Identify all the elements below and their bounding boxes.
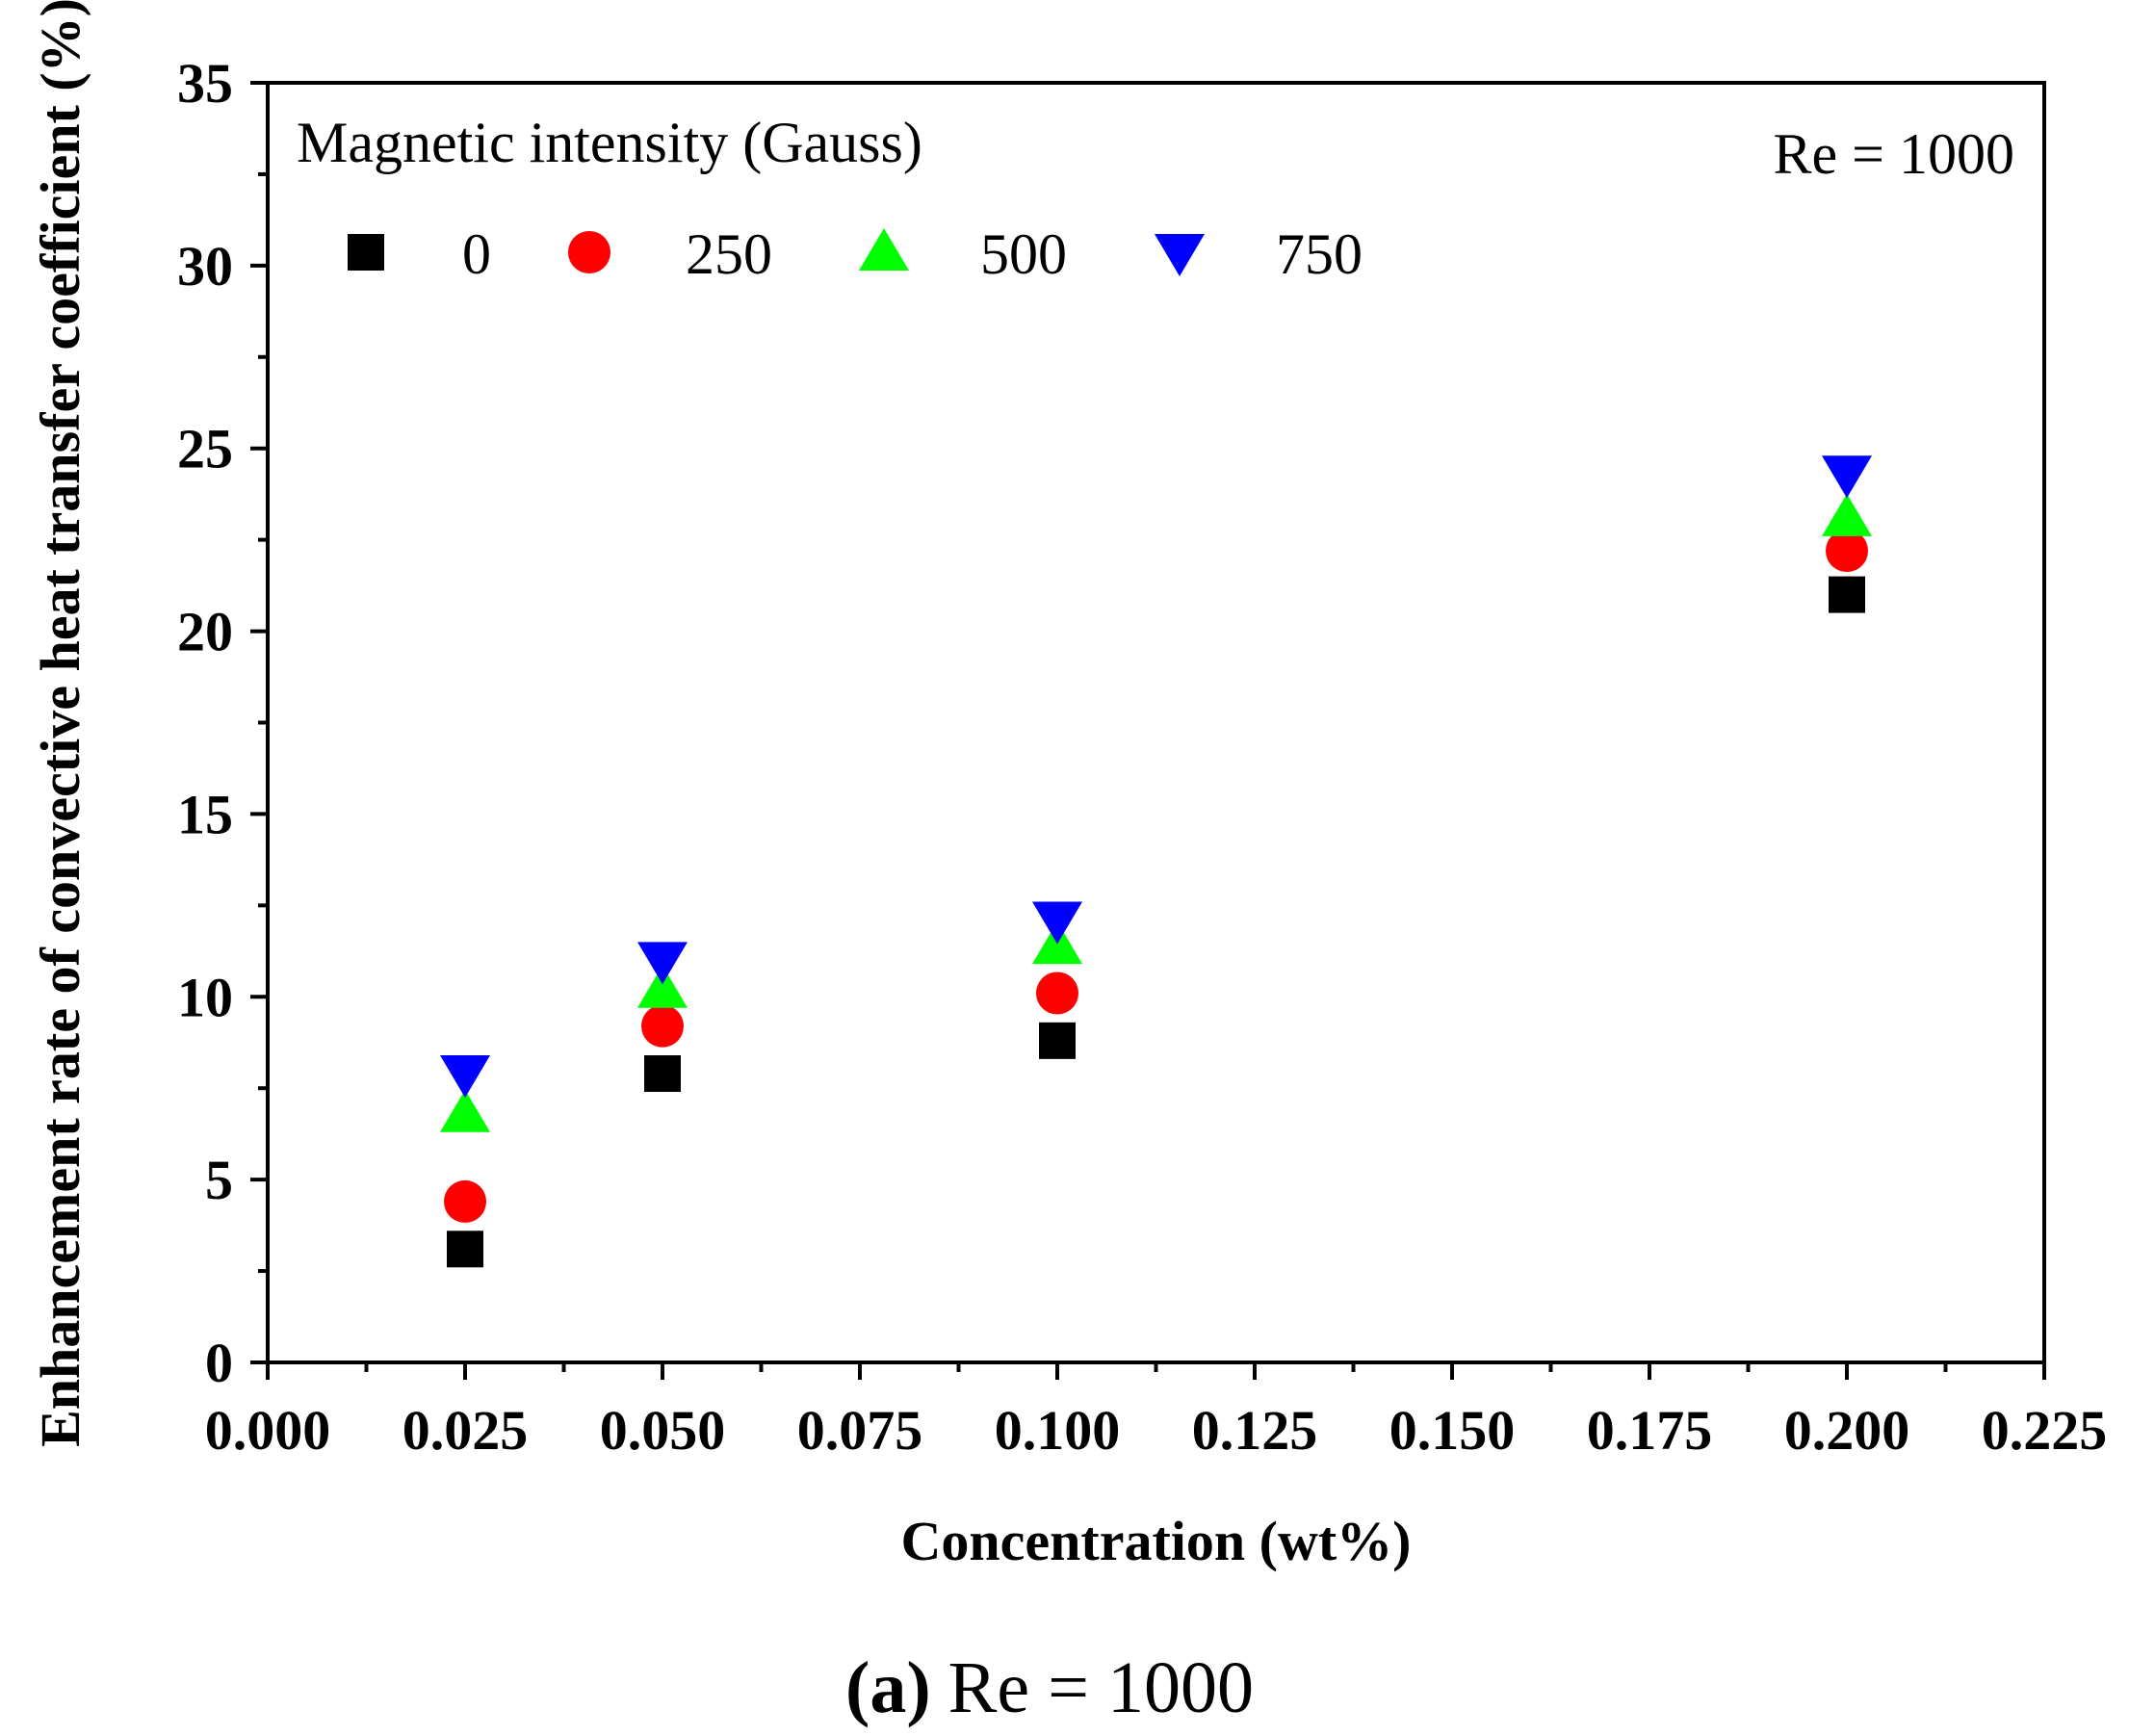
data-point-0: [1039, 1022, 1076, 1059]
y-tick-label: 25: [177, 418, 233, 480]
data-point-250: [641, 1004, 684, 1048]
legend-marker-0: [348, 234, 384, 271]
legend-label-750: 750: [1276, 222, 1363, 286]
y-tick-label: 0: [205, 1332, 233, 1394]
legend-title: Magnetic intensity (Gauss): [297, 111, 922, 174]
x-tick-label: 0.175: [1587, 1399, 1713, 1462]
x-tick-label: 0.050: [600, 1399, 726, 1462]
legend-marker-250: [568, 231, 610, 273]
x-tick-label: 0.125: [1192, 1399, 1318, 1462]
data-point-750: [440, 1055, 490, 1099]
x-tick-label: 0.100: [995, 1399, 1121, 1462]
plot-frame: [266, 81, 2046, 1364]
data-point-500: [1822, 493, 1872, 536]
legend-marker-500: [859, 228, 909, 271]
figure-caption: (a) Re = 1000: [845, 1647, 1254, 1728]
y-tick-label: 35: [177, 52, 233, 115]
y-tick-label: 30: [177, 235, 233, 298]
data-point-250: [1826, 530, 1868, 573]
data-point-750: [1822, 455, 1872, 499]
y-tick-label: 5: [205, 1149, 233, 1211]
x-tick-label: 0.075: [797, 1399, 923, 1462]
x-axis-title: Concentration (wt%): [901, 1510, 1412, 1572]
data-point-750: [1032, 901, 1082, 945]
y-tick-label: 10: [177, 966, 233, 1028]
data-point-500: [637, 965, 688, 1008]
caption-label: (a): [845, 1647, 931, 1728]
legend: 0 250 500 750: [348, 222, 1363, 286]
legend-marker-750: [1155, 234, 1205, 276]
axis-ticks: 0.000 0.025 0.050 0.075 0.100 0.125 0.150 0.175…: [177, 52, 2107, 1462]
legend-label-0: 0: [462, 222, 491, 286]
caption-text: Re = 1000: [948, 1647, 1254, 1728]
data-point-500: [440, 1089, 490, 1132]
data-point-250: [444, 1179, 486, 1223]
data-point-250: [1036, 972, 1078, 1015]
y-axis-title: Enhancement rate of convective heat tran…: [29, 0, 91, 1447]
x-tick-label: 0.025: [402, 1399, 529, 1462]
data-point-0: [1829, 576, 1865, 613]
y-tick-label: 15: [177, 783, 233, 845]
data-points: [440, 455, 1872, 1268]
legend-label-250: 250: [686, 222, 772, 286]
re-annotation: Re = 1000: [1774, 122, 2015, 186]
x-tick-label: 0.000: [205, 1399, 331, 1462]
y-tick-label: 20: [177, 601, 233, 663]
x-tick-label: 0.200: [1784, 1399, 1910, 1462]
legend-label-500: 500: [980, 222, 1067, 286]
data-point-0: [644, 1055, 681, 1093]
data-point-750: [637, 942, 688, 985]
data-point-0: [447, 1231, 483, 1268]
x-tick-label: 0.225: [1982, 1399, 2108, 1462]
x-tick-label: 0.150: [1389, 1399, 1516, 1462]
